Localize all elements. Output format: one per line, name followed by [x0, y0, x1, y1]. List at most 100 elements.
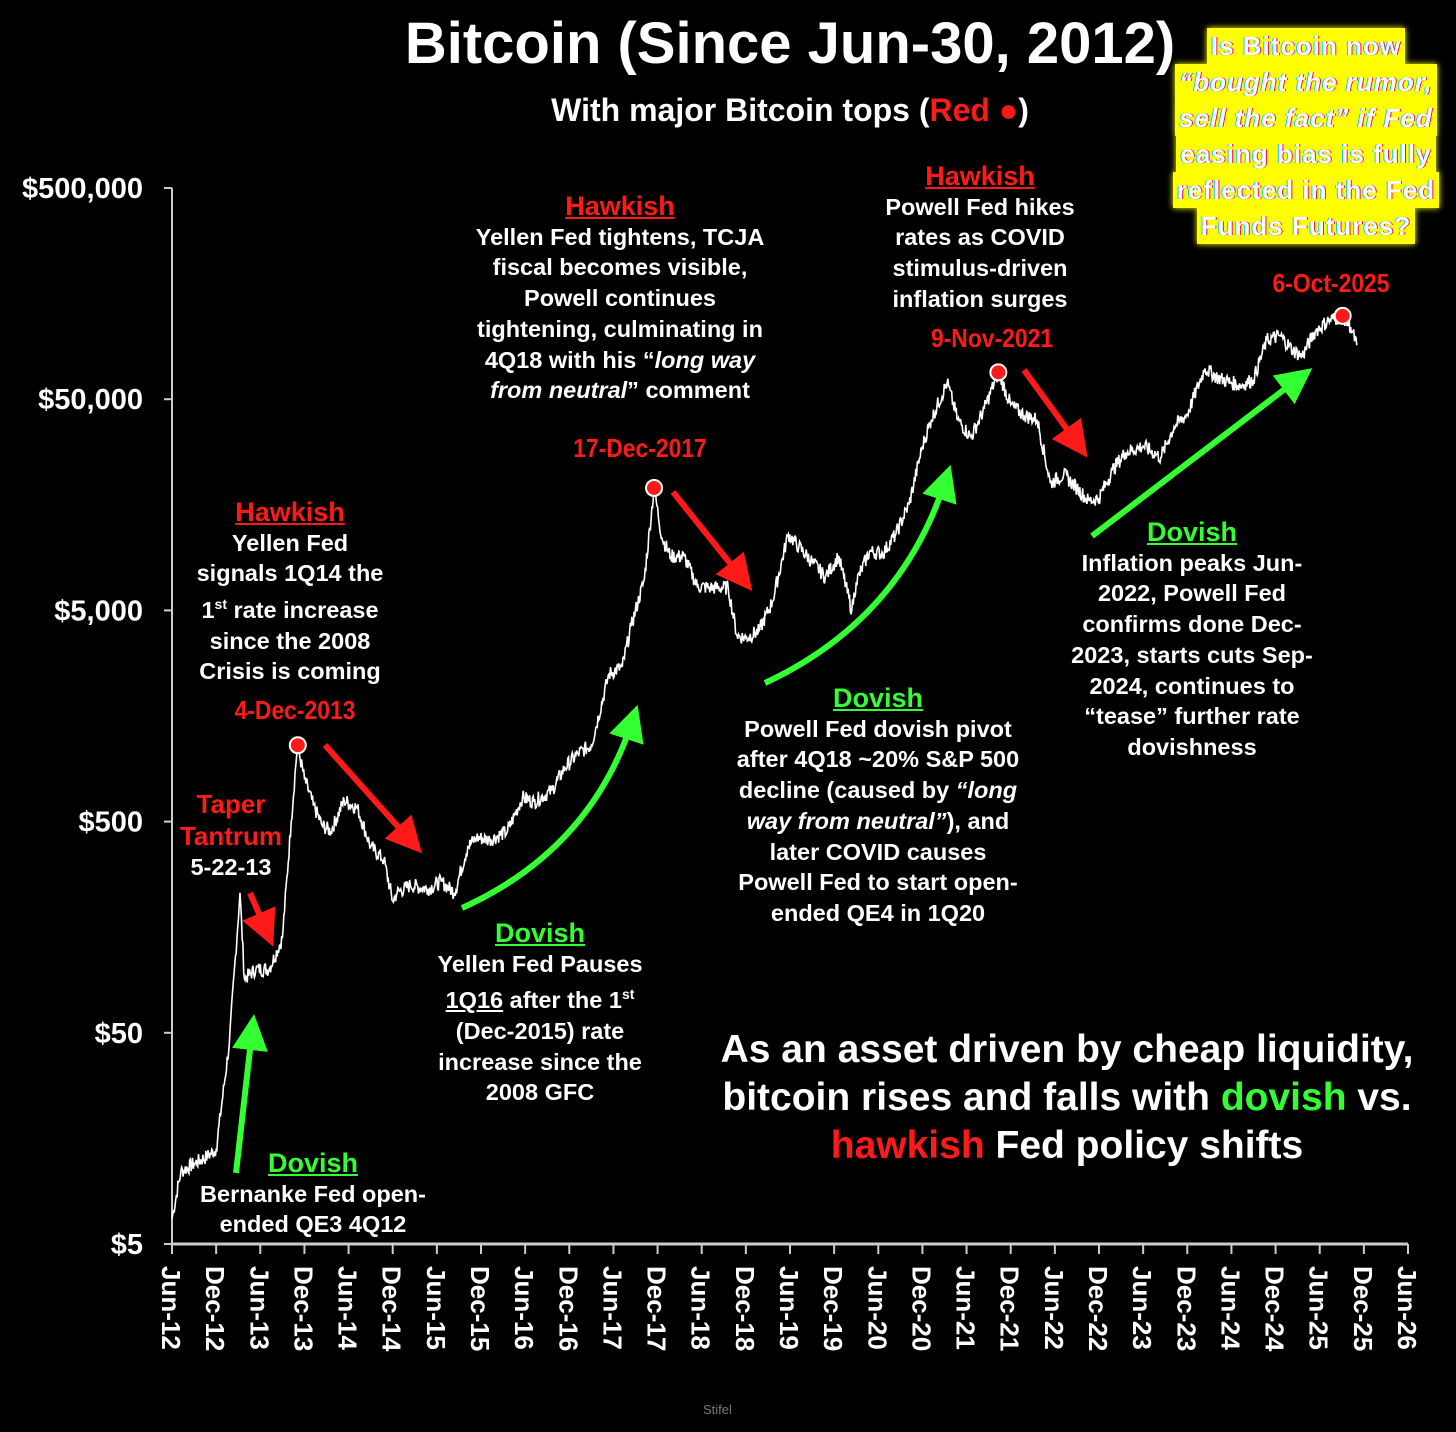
- annotation-line: dovishness: [1127, 733, 1257, 760]
- annotation-text: st: [621, 986, 635, 1003]
- annotation-text: decline (caused by: [738, 777, 956, 804]
- x-tick-label: Dec-17: [642, 1266, 672, 1351]
- annotation-line: fiscal becomes visible,: [492, 254, 748, 281]
- x-tick-label: Dec-21: [995, 1266, 1025, 1351]
- annotation-line: confirms done Dec-: [1082, 611, 1302, 638]
- conclusion-line-2: bitcoin rises and falls with dovish vs.: [721, 1074, 1414, 1122]
- annotation-text: “long: [955, 777, 1018, 804]
- annotation-hawkish-2013: Hawkish Yellen Fed signals 1Q14 the 1st rat…: [197, 497, 384, 687]
- y-tick-label: $5,000: [54, 595, 143, 627]
- annotation-hawkish-2018: Hawkish Yellen Fed tightens, TCJA fiscal b…: [476, 191, 765, 406]
- top-date-2013: 4-Dec-2013: [234, 695, 356, 725]
- annotation-line: Bernanke Fed open-: [200, 1180, 426, 1207]
- conclusion-text-segment: vs.: [1346, 1076, 1412, 1119]
- annotation-line: tightening, culminating in: [477, 315, 763, 342]
- hawkish-heading: Hawkish: [565, 191, 675, 221]
- hawkish-arrow-2018: [670, 490, 753, 592]
- annotation-line: after 4Q18 ~20% S&P 500: [736, 746, 1020, 773]
- annotation-line: stimulus-driven: [892, 255, 1068, 282]
- conclusion-text: As an asset driven by cheap liquidity, b…: [721, 1026, 1414, 1170]
- hawkish-arrow-2014: [322, 742, 423, 854]
- annotation-line: from neutral” comment: [476, 375, 765, 406]
- callout-line: easing bias is fully: [1176, 136, 1436, 172]
- annotation-text: rate increase: [226, 596, 379, 623]
- dovish-heading: Dovish: [1146, 517, 1238, 547]
- source-label: Stifel: [703, 1402, 732, 1417]
- annotation-line: ended QE3 4Q12: [219, 1211, 407, 1238]
- dovish-arrow-2012: [232, 1014, 268, 1174]
- top-marker-dot: [288, 736, 307, 755]
- dovish-heading: Dovish: [832, 683, 924, 713]
- top-marker-dot: [1333, 306, 1352, 325]
- policy-arrows: [232, 368, 1313, 1174]
- y-tick-label: $500,000: [22, 173, 143, 205]
- x-tick-label: Dec-16: [553, 1266, 583, 1351]
- x-tick-label: Dec-14: [377, 1266, 407, 1352]
- dovish-arrow-2019: [763, 464, 957, 686]
- y-tick-label: $50: [95, 1018, 143, 1050]
- annotation-line: 4Q18 with his “long way: [476, 345, 765, 376]
- x-tick-label: Jun-16: [509, 1266, 539, 1350]
- callout-line: sell the fact” if Fed: [1175, 100, 1437, 136]
- hawkish-heading: Hawkish: [925, 161, 1035, 191]
- chart-title: Bitcoin (Since Jun-30, 2012): [404, 11, 1176, 76]
- x-tick-label: Jun-18: [686, 1266, 716, 1350]
- x-tick-label: Jun-17: [597, 1266, 627, 1350]
- x-tick-label: Jun-24: [1215, 1266, 1245, 1350]
- x-tick-label: Dec-18: [730, 1266, 760, 1351]
- conclusion-dovish: dovish: [1220, 1076, 1347, 1119]
- annotation-line: “tease” further rate: [1084, 703, 1300, 730]
- dovish-heading: Dovish: [494, 918, 586, 948]
- annotation-line: Yellen Fed Pauses: [437, 950, 643, 977]
- annotation-line: 2008 GFC: [485, 1079, 595, 1106]
- annotation-line: inflation surges: [892, 285, 1068, 312]
- annotation-text: ” comment: [627, 377, 750, 404]
- annotation-line: 1Q16 after the 1st: [437, 979, 642, 1016]
- x-tick-label: Jun-23: [1127, 1266, 1157, 1350]
- x-tick-label: Jun-20: [862, 1266, 892, 1350]
- annotation-line: Yellen Fed: [231, 529, 349, 556]
- annotation-dovish-2016: Dovish Yellen Fed Pauses 1Q16 after the 1s…: [437, 918, 642, 1108]
- annotation-line: Inflation peaks Jun-: [1081, 549, 1303, 576]
- annotation-line: Crisis is coming: [199, 658, 381, 685]
- x-tick-label: Dec-13: [288, 1266, 318, 1351]
- annotation-line: Powell continues: [524, 285, 716, 312]
- annotation-line: way from neutral”), and: [737, 806, 1019, 837]
- annotation-line: since the 2008: [209, 627, 371, 654]
- x-tick-label: Dec-24: [1260, 1266, 1290, 1352]
- question-callout: Is Bitcoin now “bought the rumor, sell the…: [1163, 28, 1449, 244]
- x-tick-label: Jun-15: [421, 1266, 451, 1350]
- x-tick-label: Dec-12: [200, 1266, 230, 1351]
- subtitle-close: ): [1018, 92, 1029, 128]
- x-tick-label: Jun-14: [333, 1266, 363, 1350]
- annotation-line: rates as COVID: [895, 224, 1065, 251]
- top-markers: [288, 306, 1352, 755]
- annotation-line: increase since the: [438, 1048, 642, 1075]
- annotation-line: signals 1Q14 the: [196, 560, 384, 587]
- y-tick-label: $50,000: [38, 384, 143, 416]
- price-series: [171, 310, 1358, 1219]
- bitcoin-price-line: [171, 310, 1358, 1219]
- annotation-line: Tantrum: [180, 821, 282, 853]
- conclusion-line-1: As an asset driven by cheap liquidity,: [720, 1028, 1414, 1071]
- hawkish-arrow-2022: [1021, 368, 1088, 458]
- annotation-text: from neutral: [490, 377, 628, 404]
- annotation-line: Powell Fed to start open-: [738, 869, 1018, 896]
- top-marker-dot: [989, 363, 1008, 382]
- y-tick-label: $500: [78, 807, 143, 839]
- annotation-text: Tantrum: [179, 820, 283, 851]
- top-date-2021: 9-Nov-2021: [930, 323, 1054, 353]
- annotation-text: 1Q16: [445, 987, 504, 1014]
- x-tick-label: Jun-22: [1039, 1266, 1069, 1350]
- conclusion-line-3: hawkish Fed policy shifts: [721, 1122, 1414, 1170]
- annotation-text: 4Q18 with his “: [484, 346, 655, 373]
- annotation-line: decline (caused by “long: [737, 775, 1019, 806]
- annotation-text: after the 1: [503, 987, 622, 1014]
- subtitle-text: With major Bitcoin tops (: [551, 92, 930, 128]
- annotation-text: long way: [654, 346, 756, 373]
- annotation-dovish-2023: Dovish Inflation peaks Jun- 2022, Powell F…: [1071, 517, 1313, 763]
- annotation-text: ), and: [946, 807, 1010, 834]
- x-tick-label: Dec-25: [1348, 1266, 1378, 1351]
- annotation-line: 2022, Powell Fed: [1097, 580, 1287, 607]
